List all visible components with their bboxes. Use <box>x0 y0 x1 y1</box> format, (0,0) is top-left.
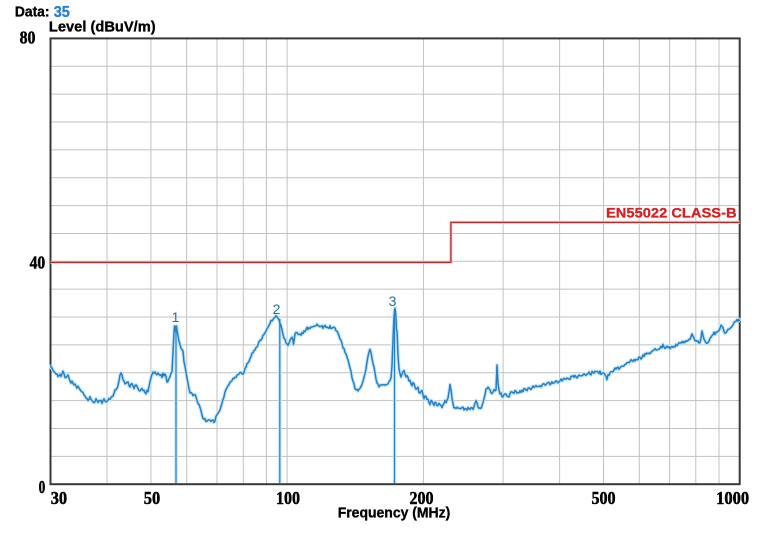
svg-text:100: 100 <box>276 488 300 508</box>
svg-text:Level (dBuV/m): Level (dBuV/m) <box>49 19 156 36</box>
svg-text:40: 40 <box>30 253 46 273</box>
svg-text:2: 2 <box>273 301 281 317</box>
svg-text:0: 0 <box>39 477 46 497</box>
svg-text:Frequency (MHz): Frequency (MHz) <box>338 504 451 521</box>
svg-text:30: 30 <box>51 488 67 508</box>
svg-text:80: 80 <box>20 28 36 48</box>
svg-text:EN55022 CLASS-B: EN55022 CLASS-B <box>606 205 737 221</box>
svg-text:500: 500 <box>592 488 616 508</box>
svg-text:3: 3 <box>389 293 397 309</box>
svg-text:50: 50 <box>144 488 160 508</box>
svg-text:Data:: Data: <box>15 4 50 21</box>
svg-text:1000: 1000 <box>716 488 749 508</box>
svg-text:1: 1 <box>172 309 180 325</box>
svg-text:35: 35 <box>54 4 70 21</box>
svg-text:200: 200 <box>410 488 434 508</box>
